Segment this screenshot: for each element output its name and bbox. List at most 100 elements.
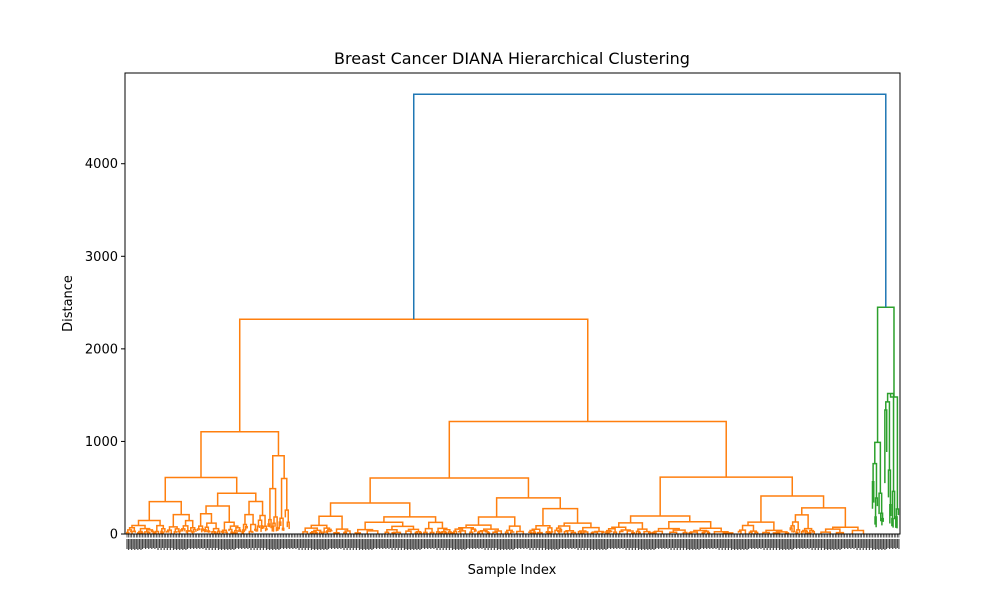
leaf-tick-label — [286, 539, 288, 549]
leaf-tick-label — [127, 539, 130, 550]
leaf-tick-label — [301, 539, 303, 550]
leaf-tick-label — [752, 539, 754, 548]
dendrogram-link — [329, 529, 333, 533]
leaf-tick-label — [543, 539, 545, 548]
leaf-tick-label — [295, 539, 297, 549]
leaf-tick-label — [200, 539, 202, 548]
dendrogram-link — [204, 526, 210, 531]
dendrogram-link — [150, 530, 154, 534]
dendrogram-link — [895, 508, 900, 517]
dendrogram-link — [148, 500, 182, 521]
leaf-tick-label — [414, 539, 416, 549]
leaf-tick-label — [662, 539, 664, 548]
dendrogram-link — [547, 527, 553, 532]
leaf-tick-label — [419, 539, 421, 550]
leaf-tick-label — [637, 539, 640, 550]
dendrogram-link — [556, 530, 560, 534]
dendrogram-link — [531, 528, 541, 533]
dendrogram-link — [878, 492, 883, 515]
leaf-tick-label — [298, 539, 300, 550]
leaf-tick-label — [862, 539, 864, 550]
plot-frame — [124, 72, 901, 535]
leaf-tick-label — [303, 539, 305, 548]
leaf-tick-label — [879, 539, 881, 549]
dendrogram-link — [200, 430, 280, 478]
dendrogram-link — [254, 528, 257, 532]
leaf-tick-label — [326, 539, 328, 550]
dendrogram-link — [760, 495, 825, 523]
dendrogram-link — [366, 530, 379, 534]
leaf-tick-label — [216, 539, 218, 548]
leaf-tick-label — [138, 539, 140, 549]
dendrogram-link — [423, 531, 428, 534]
leaf-tick-label — [887, 539, 889, 548]
leaf-tick-label — [430, 539, 432, 549]
leaf-tick-label — [665, 539, 667, 548]
leaf-tick-label — [348, 539, 350, 548]
leaf-tick-label — [304, 539, 306, 550]
leaf-tick-label — [506, 539, 508, 550]
leaf-tick-label — [509, 539, 511, 550]
leaf-tick-label — [151, 539, 153, 549]
leaf-tick-label — [224, 539, 226, 550]
dendrogram-link — [203, 528, 207, 533]
leaf-tick-label — [275, 539, 277, 550]
leaf-tick-label — [644, 539, 646, 550]
leaf-tick-label — [837, 539, 840, 549]
leaf-tick-label — [425, 539, 427, 548]
leaf-tick-label — [174, 539, 176, 549]
dendrogram-link — [184, 519, 194, 528]
dendrogram-link — [272, 455, 285, 489]
leaf-tick-label — [462, 539, 464, 549]
leaf-tick-label — [193, 539, 195, 549]
leaf-tick-label — [247, 539, 249, 549]
dendrogram-link — [884, 409, 888, 484]
dendrogram-link — [238, 529, 242, 533]
leaf-tick-label — [394, 539, 396, 550]
leaf-tick-label — [746, 539, 748, 550]
dendrogram-link — [535, 525, 551, 530]
leaf-tick-label — [518, 539, 520, 548]
dendrogram-link — [200, 528, 205, 533]
leaf-tick-label — [464, 539, 466, 550]
dendrogram-link — [871, 481, 875, 509]
leaf-tick-label — [813, 539, 815, 548]
leaf-tick-label — [726, 539, 728, 548]
leaf-tick-label — [211, 539, 213, 550]
leaf-tick-label — [853, 539, 855, 549]
leaf-tick-label — [185, 539, 187, 550]
leaf-tick-label — [751, 539, 753, 549]
dendrogram-link — [528, 531, 532, 534]
leaf-tick-label — [858, 539, 860, 548]
leaf-tick-label — [789, 539, 791, 549]
dendrogram-link — [199, 513, 213, 527]
dendrogram-link — [832, 526, 859, 531]
leaf-tick-label — [264, 539, 266, 548]
leaf-tick-label — [473, 539, 475, 548]
leaf-tick-label — [323, 539, 325, 550]
dendrogram-link — [318, 531, 323, 534]
leaf-tick-label — [628, 539, 630, 550]
dendrogram-link — [874, 441, 882, 494]
leaf-tick-label — [875, 539, 877, 550]
leaf-tick-label — [256, 539, 258, 550]
leaf-tick-label — [806, 539, 809, 548]
y-tick-label: 0 — [110, 528, 118, 543]
dendrogram-link — [354, 532, 362, 534]
leaf-tick-label — [470, 539, 472, 548]
leaf-tick-label — [526, 539, 528, 549]
leaf-tick-label — [760, 539, 762, 549]
dendrogram-link — [268, 518, 272, 529]
leaf-tick-label — [799, 539, 801, 549]
leaf-tick-label — [416, 539, 418, 550]
dendrogram-link — [182, 525, 189, 531]
leaf-tick-label — [315, 539, 317, 549]
leaf-tick-label — [557, 539, 559, 550]
dendrogram-link — [738, 529, 747, 534]
leaf-tick-label — [337, 539, 339, 549]
leaf-tick-label — [681, 539, 683, 548]
leaf-tick-label — [794, 539, 796, 548]
leaf-tick-label — [775, 539, 778, 550]
leaf-tick-label — [552, 539, 554, 549]
